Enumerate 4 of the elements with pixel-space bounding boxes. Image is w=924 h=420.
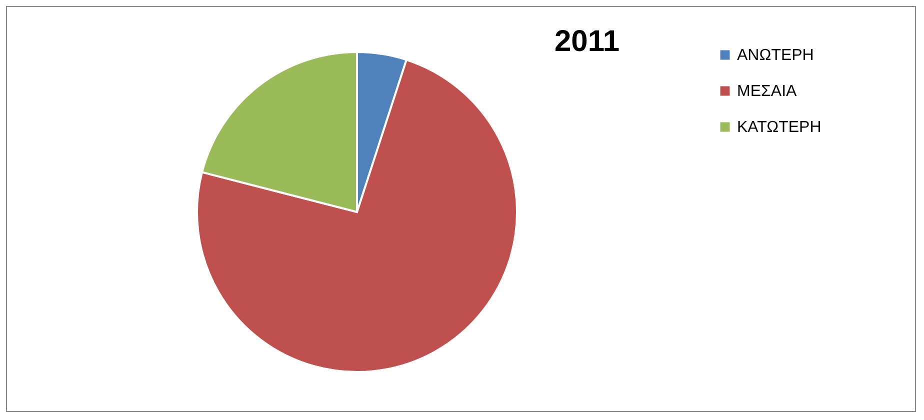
legend-label: ΚΑΤΩΤΕΡΗ [737,119,822,136]
chart-title: 2011 [554,25,620,58]
legend-label: ΜΕΣΑΙΑ [737,83,798,100]
legend-label: ΑΝΩΤΕΡΗ [737,47,814,64]
